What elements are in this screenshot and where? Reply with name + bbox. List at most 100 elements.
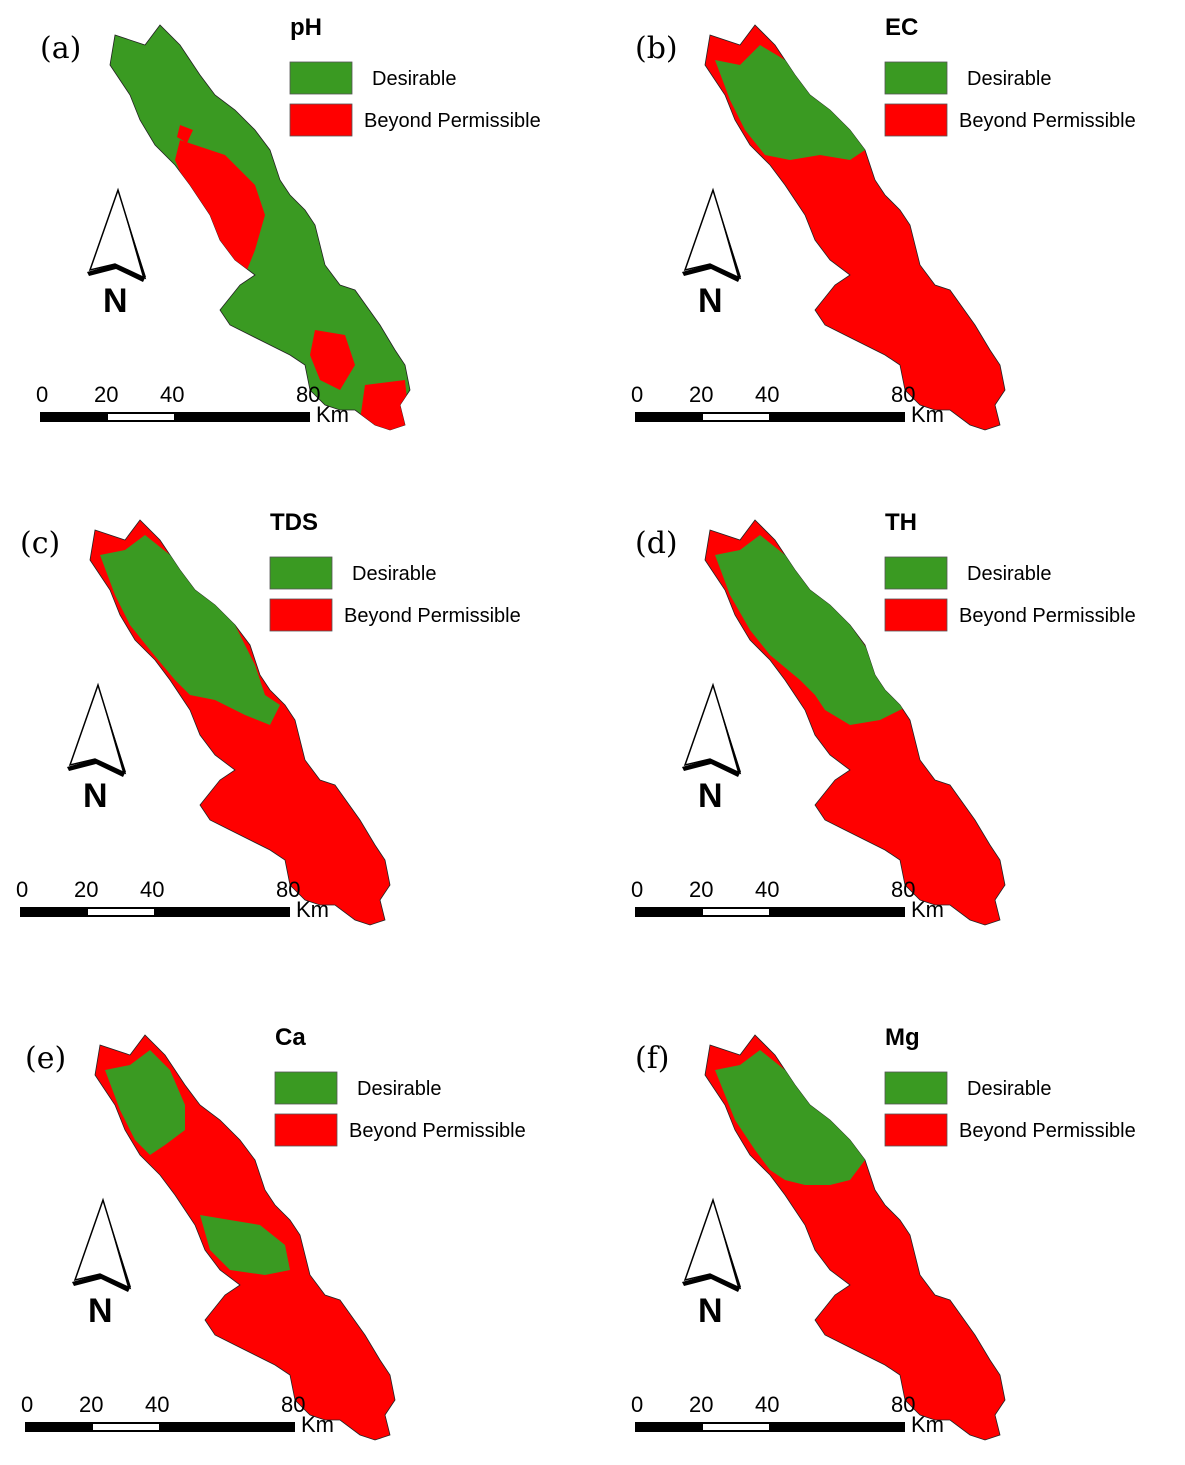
zone-overlays	[105, 1050, 290, 1275]
legend-swatch-desirable	[884, 556, 948, 590]
basin-map	[89, 519, 391, 926]
north-arrow-icon	[681, 684, 742, 778]
map-panel-b: (b) EC Desirable Beyond Permissible N 0 20 40 80…	[631, 14, 1136, 431]
legend-label-desirable: Desirable	[967, 1078, 1051, 1100]
scale-tick-label: 20	[689, 1392, 713, 1417]
legend-label-desirable: Desirable	[357, 1078, 441, 1100]
north-arrow-icon	[66, 684, 127, 778]
basin-map	[94, 1034, 396, 1441]
scale-tick-label: 20	[74, 877, 98, 902]
panel-label: (c)	[20, 526, 60, 561]
legend-label-desirable: Desirable	[352, 563, 436, 585]
scale-tick-label: 40	[160, 382, 184, 407]
scale-tick-label: 80	[296, 382, 320, 407]
north-label: N	[103, 282, 128, 320]
scale-tick-label: 80	[281, 1392, 305, 1417]
scale-unit-label: Km	[296, 897, 329, 922]
legend-swatch-beyond	[289, 103, 353, 137]
legend-swatch-desirable	[269, 556, 333, 590]
legend-label-beyond: Beyond Permissible	[344, 605, 521, 627]
map-panel-c: (c) TDS Desirable Beyond Permissible N 0 20 40 8…	[16, 509, 521, 926]
desirable-zone	[105, 1050, 185, 1155]
legend-label-desirable: Desirable	[967, 563, 1051, 585]
scale-tick-label: 0	[631, 382, 643, 407]
panel-label: (f)	[635, 1041, 670, 1076]
basin-map	[704, 1034, 1006, 1441]
scale-tick-label: 20	[79, 1392, 103, 1417]
panel-label: (d)	[635, 526, 678, 561]
zone-overlays	[715, 535, 910, 725]
legend-swatch-desirable	[289, 61, 353, 95]
legend-label-desirable: Desirable	[372, 68, 456, 90]
map-panel-e: (e) Ca Desirable Beyond Permissible N 0 20 40 80…	[21, 1024, 526, 1441]
map-title: TDS	[270, 509, 318, 536]
panel-label: (a)	[40, 31, 81, 66]
north-label: N	[698, 282, 723, 320]
desirable-zone	[715, 1050, 865, 1185]
zone-overlays	[715, 1050, 865, 1185]
scale-unit-label: Km	[301, 1412, 334, 1437]
zone-overlays	[715, 45, 865, 160]
north-label: N	[698, 1292, 723, 1330]
desirable-zone	[100, 535, 280, 725]
legend-swatch-beyond	[274, 1113, 338, 1147]
legend-swatch-beyond	[884, 598, 948, 632]
scale-tick-label: 0	[16, 877, 28, 902]
map-title: Ca	[275, 1024, 306, 1051]
scale-tick-label: 0	[36, 382, 48, 407]
basin-map	[704, 24, 1006, 431]
scale-tick-label: 40	[755, 877, 779, 902]
scale-tick-label: 80	[276, 877, 300, 902]
north-arrow-icon	[681, 1199, 742, 1293]
map-title: pH	[290, 14, 322, 41]
basin-map	[109, 24, 411, 431]
legend-label-beyond: Beyond Permissible	[959, 605, 1136, 627]
legend-swatch-beyond	[269, 598, 333, 632]
scale-tick-label: 40	[755, 382, 779, 407]
scale-tick-label: 20	[94, 382, 118, 407]
scale-tick-label: 80	[891, 382, 915, 407]
desirable-zone	[715, 45, 865, 160]
scale-unit-label: Km	[911, 897, 944, 922]
scale-tick-label: 80	[891, 877, 915, 902]
desirable-zone	[715, 535, 910, 725]
legend-label-beyond: Beyond Permissible	[959, 110, 1136, 132]
scale-tick-label: 0	[631, 1392, 643, 1417]
desirable-zone	[200, 1215, 290, 1275]
map-panel-a: (a) pH Desirable Beyond Permissible N 0 20 40 80…	[36, 14, 541, 431]
north-label: N	[88, 1292, 113, 1330]
north-label: N	[83, 777, 108, 815]
scale-tick-label: 20	[689, 382, 713, 407]
legend-swatch-desirable	[274, 1071, 338, 1105]
legend-label-beyond: Beyond Permissible	[959, 1120, 1136, 1142]
north-arrow-icon	[71, 1199, 132, 1293]
beyond-zone	[360, 380, 410, 430]
map-title: Mg	[885, 1024, 920, 1051]
scale-tick-label: 40	[145, 1392, 169, 1417]
scale-tick-label: 40	[140, 877, 164, 902]
panel-label: (b)	[635, 31, 678, 66]
legend-label-desirable: Desirable	[967, 68, 1051, 90]
scale-tick-label: 40	[755, 1392, 779, 1417]
beyond-zone	[175, 140, 265, 275]
beyond-zone	[177, 125, 193, 143]
scale-tick-label: 20	[689, 877, 713, 902]
panel-label: (e)	[25, 1041, 66, 1076]
legend-label-beyond: Beyond Permissible	[349, 1120, 526, 1142]
basin-map	[704, 519, 1006, 926]
scale-unit-label: Km	[316, 402, 349, 427]
scale-tick-label: 0	[631, 877, 643, 902]
scale-unit-label: Km	[911, 402, 944, 427]
zone-overlays	[175, 125, 410, 430]
legend-swatch-beyond	[884, 1113, 948, 1147]
north-arrow-icon	[86, 189, 147, 283]
map-panel-f: (f) Mg Desirable Beyond Permissible N 0 20 40 80…	[631, 1024, 1136, 1441]
map-title: TH	[885, 509, 917, 536]
scale-tick-label: 80	[891, 1392, 915, 1417]
legend-label-beyond: Beyond Permissible	[364, 110, 541, 132]
